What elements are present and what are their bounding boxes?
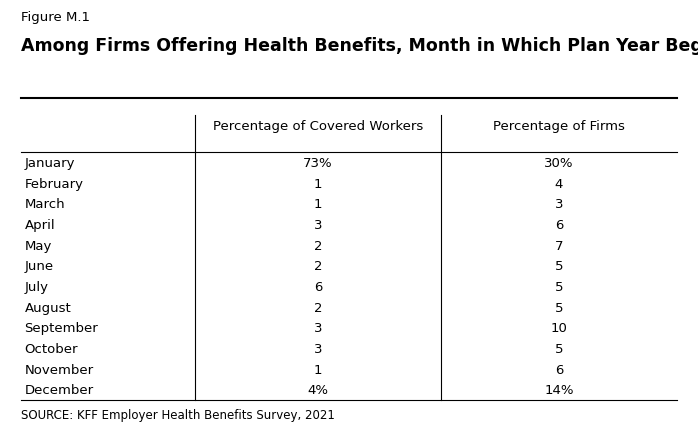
Text: 6: 6 (313, 280, 322, 293)
Text: 1: 1 (313, 177, 322, 190)
Text: 6: 6 (555, 363, 563, 376)
Text: 3: 3 (555, 198, 563, 211)
Text: July: July (24, 280, 48, 293)
Text: June: June (24, 260, 54, 273)
Text: 7: 7 (555, 239, 563, 252)
Text: Percentage of Covered Workers: Percentage of Covered Workers (213, 120, 423, 132)
Text: 3: 3 (313, 322, 322, 335)
Text: 2: 2 (313, 260, 322, 273)
Text: 5: 5 (555, 342, 563, 355)
Text: January: January (24, 157, 75, 169)
Text: December: December (24, 384, 94, 396)
Text: 3: 3 (313, 342, 322, 355)
Text: Figure M.1: Figure M.1 (21, 11, 90, 24)
Text: September: September (24, 322, 98, 335)
Text: November: November (24, 363, 94, 376)
Text: Percentage of Firms: Percentage of Firms (493, 120, 625, 132)
Text: 5: 5 (555, 301, 563, 314)
Text: 30%: 30% (544, 157, 574, 169)
Text: 5: 5 (555, 260, 563, 273)
Text: February: February (24, 177, 84, 190)
Text: 10: 10 (551, 322, 567, 335)
Text: October: October (24, 342, 78, 355)
Text: 1: 1 (313, 363, 322, 376)
Text: 6: 6 (555, 218, 563, 231)
Text: 2: 2 (313, 239, 322, 252)
Text: May: May (24, 239, 52, 252)
Text: SOURCE: KFF Employer Health Benefits Survey, 2021: SOURCE: KFF Employer Health Benefits Sur… (21, 408, 335, 421)
Text: 2: 2 (313, 301, 322, 314)
Text: 4%: 4% (307, 384, 328, 396)
Text: August: August (24, 301, 71, 314)
Text: 3: 3 (313, 218, 322, 231)
Text: 4: 4 (555, 177, 563, 190)
Text: Among Firms Offering Health Benefits, Month in Which Plan Year Begins, 2021: Among Firms Offering Health Benefits, Mo… (21, 37, 698, 55)
Text: 5: 5 (555, 280, 563, 293)
Text: April: April (24, 218, 55, 231)
Text: 73%: 73% (303, 157, 333, 169)
Text: 1: 1 (313, 198, 322, 211)
Text: March: March (24, 198, 65, 211)
Text: 14%: 14% (544, 384, 574, 396)
